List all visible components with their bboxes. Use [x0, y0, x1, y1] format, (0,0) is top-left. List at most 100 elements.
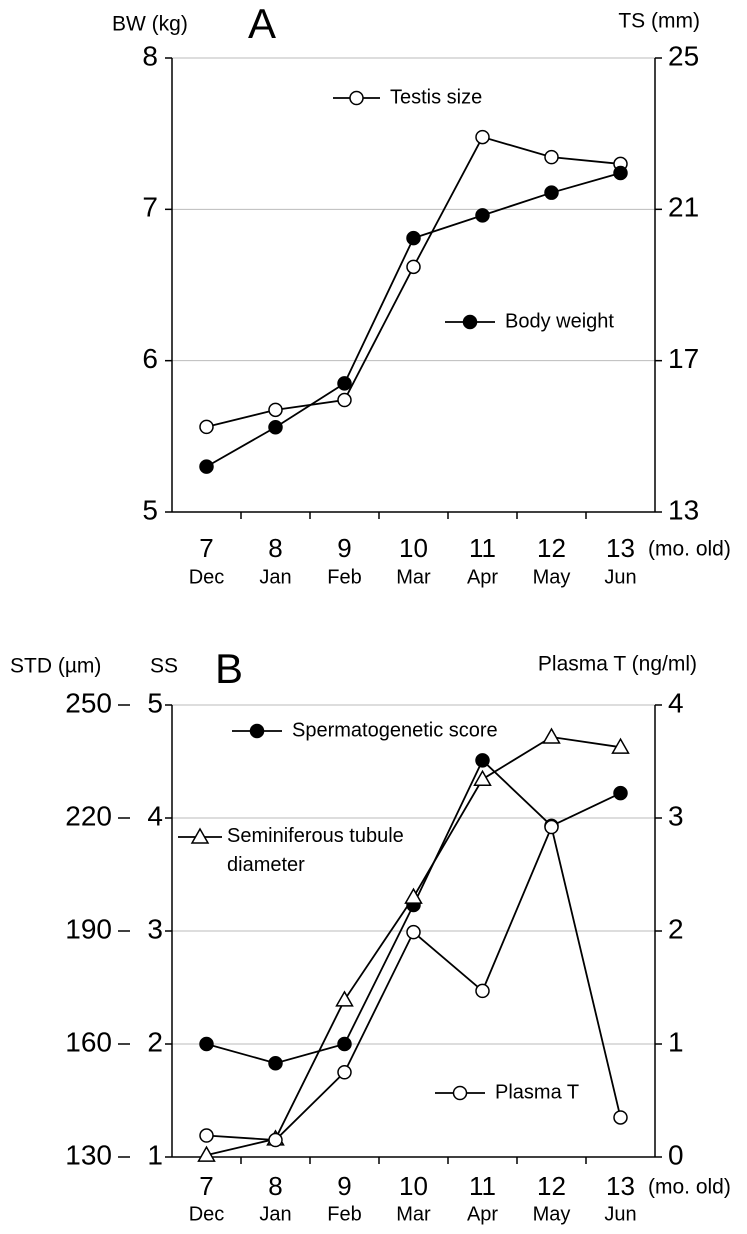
data-marker: [337, 376, 352, 391]
x-month-label: Jan: [259, 566, 291, 588]
y-tick-label: 2: [147, 1026, 163, 1057]
x-tick-label: 7: [199, 1171, 213, 1201]
x-month-label: Dec: [189, 1203, 225, 1225]
x-axis-label: (mo. old): [648, 1176, 731, 1199]
panel-label: B: [215, 645, 243, 692]
x-month-label: Feb: [327, 566, 361, 588]
y2-tick-label: 17: [668, 343, 699, 374]
data-marker: [544, 185, 559, 200]
y2-tick-label: 3: [668, 800, 684, 831]
data-marker: [542, 727, 561, 744]
x-tick-label: 10: [399, 533, 428, 563]
legend-box: Seminiferous tubule diameter: [227, 825, 404, 876]
y-tick-label: 4: [147, 800, 163, 831]
x-month-label: Jun: [604, 1203, 636, 1225]
y-tick-label: 7: [142, 192, 158, 223]
data-marker: [199, 1036, 214, 1052]
legend-label: Testis size: [390, 86, 482, 108]
y-axis-label: BW (kg): [112, 13, 188, 36]
x-month-label: Jun: [604, 566, 636, 588]
data-marker: [611, 737, 630, 754]
x-month-label: Mar: [396, 1203, 431, 1225]
y2-tick-label: 25: [668, 40, 699, 71]
x-axis-label: (mo. old): [648, 538, 731, 561]
y3-axis-label: STD (µm): [10, 655, 101, 678]
x-tick-label: 9: [337, 1171, 351, 1201]
legend-marker: [249, 723, 265, 739]
x-month-label: Jan: [259, 1203, 291, 1225]
y2-tick-label: 1: [668, 1026, 684, 1057]
data-marker: [475, 129, 490, 145]
x-tick-label: 12: [537, 1171, 566, 1201]
x-tick-label: 7: [199, 533, 213, 563]
legend-label: Plasma T: [495, 1081, 579, 1103]
data-marker: [475, 753, 490, 768]
y-tick-label: 6: [142, 343, 158, 374]
legend-label: Body weight: [505, 310, 614, 332]
y2-tick-label: 0: [668, 1139, 684, 1170]
y-tick-label: 3: [147, 913, 163, 944]
data-marker: [268, 402, 283, 418]
x-tick-label: 9: [337, 533, 351, 563]
series-line: [206, 136, 621, 428]
data-marker: [544, 819, 559, 835]
legend-marker: [349, 90, 364, 106]
x-month-label: May: [533, 1203, 571, 1225]
x-month-label: Apr: [467, 566, 498, 588]
data-marker: [199, 419, 214, 435]
data-marker: [613, 165, 628, 181]
data-marker: [337, 1065, 352, 1080]
x-tick-label: 13: [606, 1171, 635, 1201]
y2-tick-label: 13: [668, 494, 699, 525]
legend-marker: [452, 1085, 468, 1101]
y3-tick-label: 250: [65, 687, 112, 718]
legend-marker: [190, 827, 210, 844]
y-tick-label: 8: [142, 40, 158, 71]
data-marker: [337, 1036, 352, 1052]
legend-label: Spermatogenetic score: [292, 719, 498, 741]
panel-label: A: [248, 0, 276, 47]
data-marker: [268, 1132, 283, 1148]
y-tick-label: 1: [147, 1139, 163, 1170]
data-marker: [406, 259, 421, 275]
x-tick-label: 11: [469, 533, 496, 563]
data-marker: [473, 769, 492, 786]
y3-tick-label: 220: [65, 800, 112, 831]
data-marker: [406, 924, 421, 940]
data-marker: [475, 983, 490, 999]
y-tick-label: 5: [147, 687, 163, 718]
data-marker: [268, 1055, 283, 1071]
y3-tick-label: 190: [65, 913, 112, 944]
y-axis-label: SS: [150, 655, 178, 678]
y-tick-label: 5: [142, 494, 158, 525]
data-marker: [404, 887, 423, 904]
y2-axis-label: TS (mm): [618, 10, 700, 33]
x-tick-label: 13: [606, 533, 635, 563]
data-marker: [268, 420, 283, 435]
data-marker: [335, 990, 354, 1007]
data-marker: [337, 392, 352, 408]
data-marker: [613, 1110, 628, 1125]
legend-marker: [462, 314, 478, 330]
legend-label: Seminiferous tubule diameter: [227, 825, 404, 876]
data-marker: [613, 785, 628, 801]
y3-tick-label: 130: [65, 1139, 112, 1170]
y2-tick-label: 4: [668, 687, 684, 718]
x-month-label: Mar: [396, 566, 431, 588]
y2-tick-label: 2: [668, 913, 684, 944]
x-tick-label: 12: [537, 533, 566, 563]
x-tick-label: 8: [268, 1171, 282, 1201]
x-month-label: Feb: [327, 1203, 361, 1225]
x-tick-label: 8: [268, 533, 282, 563]
x-tick-label: 11: [469, 1171, 496, 1201]
data-marker: [199, 1128, 214, 1143]
y3-tick-label: 160: [65, 1026, 112, 1057]
x-tick-label: 10: [399, 1171, 428, 1201]
data-marker: [544, 149, 559, 165]
x-month-label: Apr: [467, 1203, 498, 1225]
data-marker: [475, 208, 490, 223]
y2-axis-label: Plasma T (ng/ml): [538, 653, 697, 676]
x-month-label: May: [533, 566, 571, 588]
data-marker: [197, 1145, 216, 1162]
